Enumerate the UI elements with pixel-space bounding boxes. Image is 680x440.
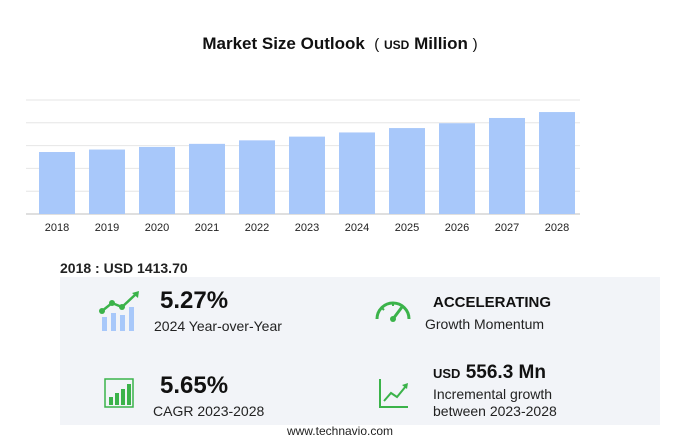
cagr-value: 5.65% (160, 372, 229, 399)
x-tick-label-2025: 2025 (395, 222, 419, 234)
speedometer-icon (375, 301, 411, 322)
base-year-value: 2018 : USD 1413.70 (60, 260, 188, 276)
incremental-value: USD 556.3 Mn (433, 362, 546, 384)
bar-2026 (439, 123, 475, 214)
bar-2022 (239, 140, 275, 214)
x-tick-label-2027: 2027 (495, 222, 519, 234)
bar-2028 (539, 112, 575, 214)
bar-2021 (189, 143, 225, 214)
x-tick-label-2023: 2023 (295, 222, 319, 234)
x-tick-label-2024: 2024 (345, 222, 369, 234)
bar-2023 (289, 136, 325, 214)
momentum-value: ACCELERATING (433, 294, 552, 311)
title-text: Market Size Outlook (202, 34, 365, 53)
line-growth-icon (379, 379, 408, 408)
incremental-label-line1: Incremental growth (433, 386, 553, 402)
yoy-growth-value: 5.27% (160, 287, 229, 314)
bar-2027 (489, 117, 525, 214)
unit-close-paren: ) (472, 36, 478, 53)
bar-chart: 2018 2019 2020 2021 2022 2023 2024 2025 2026 2027… (26, 99, 580, 234)
bar-2020 (139, 146, 175, 214)
x-tick-label-2018: 2018 (45, 222, 69, 234)
x-tick-label-2026: 2026 (445, 222, 469, 234)
x-tick-label-2019: 2019 (95, 222, 119, 234)
bar-chart-icon (104, 378, 134, 408)
stats-panel: 5.27% 2024 Year-over-Year ACCELERATING G… (60, 277, 660, 425)
unit-currency: USD (384, 38, 410, 52)
incremental-label-line2: between 2023-2028 (433, 403, 557, 419)
x-tick-label-2020: 2020 (145, 222, 169, 234)
bar-growth-icon (99, 291, 139, 331)
source-footer: www.technavio.com (286, 424, 394, 438)
cagr-label: CAGR 2023-2028 (153, 403, 265, 419)
bar-2024 (339, 132, 375, 214)
unit-open-paren: ( (374, 36, 380, 53)
yoy-growth-label: 2024 Year-over-Year (154, 318, 282, 334)
momentum-label: Growth Momentum (425, 316, 545, 332)
x-tick-label-2028: 2028 (545, 222, 569, 234)
chart-title: Market Size Outlook ( USD Million ) (0, 34, 680, 54)
bar-2025 (389, 128, 425, 214)
incremental-label: Incremental growth between 2023-2028 (433, 386, 557, 420)
incremental-currency: USD (433, 366, 461, 381)
unit-scale: Million (414, 34, 468, 53)
x-tick-label-2021: 2021 (195, 222, 219, 234)
x-tick-label-2022: 2022 (245, 222, 269, 234)
incremental-amount: 556.3 Mn (465, 362, 546, 383)
bar-2018 (39, 152, 75, 214)
bar-2019 (89, 149, 125, 214)
